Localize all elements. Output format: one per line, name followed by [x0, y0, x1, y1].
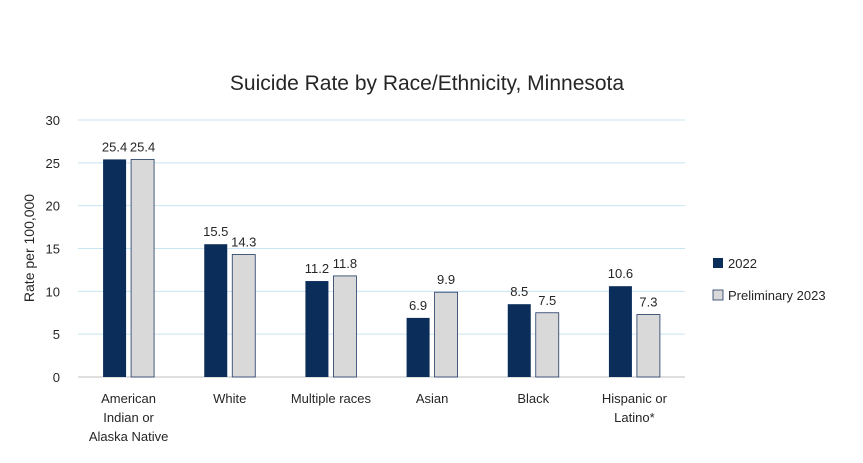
bar-preliminary-2023	[231, 254, 256, 378]
data-label: 25.4	[102, 139, 127, 154]
bar-preliminary-2023	[333, 275, 357, 378]
category-labels: American Indian or Alaska Native White Multi…	[89, 391, 668, 444]
bar-2022	[103, 159, 127, 377]
legend-label: 2022	[728, 256, 757, 271]
data-label: 9.9	[437, 272, 455, 287]
data-label: 11.2	[305, 261, 329, 276]
y-tick-label: 30	[46, 113, 60, 128]
gridlines	[78, 119, 685, 335]
y-tick-label: 25	[46, 156, 60, 171]
y-tick-label: 5	[53, 327, 60, 342]
data-label: 10.6	[608, 266, 633, 281]
bar-2022	[204, 244, 228, 377]
chart-title: Suicide Rate by Race/Ethnicity, Minnesot…	[230, 72, 624, 95]
category-label: White	[213, 391, 246, 406]
y-tick-label: 0	[53, 370, 60, 385]
legend-label: Preliminary 2023	[728, 288, 826, 303]
category-label: Multiple races	[291, 391, 372, 406]
data-label: 14.3	[231, 234, 256, 249]
y-tick-label: 15	[46, 242, 60, 257]
data-label: 11.8	[333, 256, 357, 271]
legend-swatch	[713, 258, 723, 268]
y-tick-label: 10	[46, 284, 60, 299]
bar-2022	[406, 317, 430, 377]
bars	[103, 159, 661, 378]
data-label: 7.3	[639, 294, 657, 309]
y-tick-label: 20	[46, 199, 60, 214]
category-label: Hispanic or Latino*	[602, 391, 668, 425]
bar-2022	[305, 281, 329, 377]
legend: 2022 Preliminary 2023	[712, 256, 826, 303]
bar-preliminary-2023	[434, 291, 458, 378]
data-label: 6.9	[409, 298, 427, 313]
y-axis-label: Rate per 100,000	[21, 194, 37, 302]
bar-2022	[507, 304, 531, 377]
bar-preliminary-2023	[130, 159, 155, 378]
bar-preliminary-2023	[636, 314, 661, 378]
category-label: Black	[517, 391, 549, 406]
category-label: Asian	[416, 391, 449, 406]
category-label: American Indian or Alaska Native	[89, 391, 168, 444]
legend-swatch	[712, 289, 724, 301]
bar-preliminary-2023	[535, 312, 560, 378]
y-axis-ticks: 0 5 10 15 20 25 30	[46, 113, 60, 385]
data-labels: 25.4 25.4 15.514.3 11.2 11.8 6.9 9.9 8.5 7.5 10.6…	[102, 139, 658, 312]
data-label: 25.4	[130, 139, 155, 154]
bar-2022	[608, 286, 632, 377]
data-label: 7.5	[538, 293, 556, 308]
data-label: 15.5	[203, 224, 228, 239]
data-label: 8.5	[510, 284, 528, 299]
